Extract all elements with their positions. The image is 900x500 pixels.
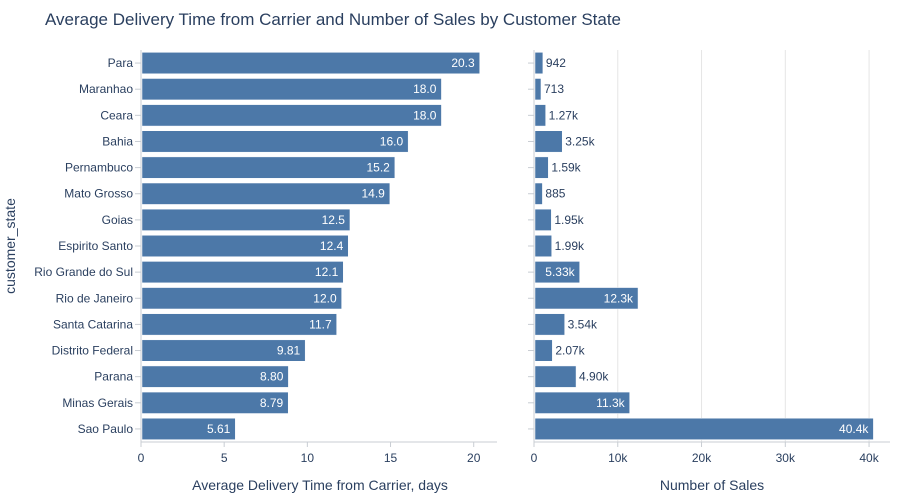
bar <box>141 208 351 231</box>
bar <box>534 104 546 127</box>
data-label: 16.0 <box>380 134 404 148</box>
bar <box>534 52 544 75</box>
bar <box>534 417 874 440</box>
data-label: 12.4 <box>320 239 344 253</box>
x-tick-label: 5 <box>221 451 228 465</box>
bar <box>534 208 552 231</box>
data-label: 12.0 <box>313 291 337 305</box>
data-label: 3.25k <box>565 134 595 148</box>
y-axis-title: customer_state <box>2 198 18 294</box>
bar <box>141 52 480 75</box>
category-label: Maranhao <box>79 82 133 96</box>
data-label: 1.95k <box>554 213 584 227</box>
bar <box>141 365 289 388</box>
data-label: 15.2 <box>367 161 391 175</box>
category-label: Bahia <box>102 134 133 148</box>
bar <box>534 130 563 153</box>
delivery-time-panel: Para Maranhao Ceara Bahia Pernambuco Mato Gro… <box>34 50 497 493</box>
x-tick-label: 0 <box>138 451 145 465</box>
category-label: Rio Grande do Sul <box>34 265 133 279</box>
bar <box>141 104 442 127</box>
data-label: 12.3k <box>604 291 634 305</box>
data-label: 8.79 <box>260 396 284 410</box>
category-label: Pernambuco <box>65 161 133 175</box>
bar <box>534 339 553 362</box>
bar <box>141 313 337 336</box>
bar <box>534 235 552 257</box>
category-label: Goias <box>102 213 133 227</box>
data-label: 5.61 <box>207 422 231 436</box>
x-tick-label: 0 <box>531 451 538 465</box>
data-label: 40.4k <box>839 422 869 436</box>
x-axis-title: Number of Sales <box>660 477 764 493</box>
data-label: 942 <box>546 56 566 70</box>
data-label: 1.59k <box>551 161 581 175</box>
data-label: 5.33k <box>545 265 575 279</box>
data-label: 12.5 <box>322 213 346 227</box>
bar <box>534 391 630 414</box>
x-tick-label: 20 <box>467 451 481 465</box>
bar <box>534 182 543 205</box>
category-label: Distrito Federal <box>52 344 133 358</box>
data-label: 18.0 <box>413 108 437 122</box>
bar <box>534 156 549 179</box>
x-tick-label: 40k <box>859 451 879 465</box>
data-label: 1.27k <box>549 108 579 122</box>
data-label: 2.07k <box>555 344 585 358</box>
data-label: 11.3k <box>596 396 625 410</box>
category-label: Para <box>108 56 134 70</box>
bar <box>534 313 565 336</box>
data-label: 885 <box>545 187 565 201</box>
x-tick-label: 10 <box>301 451 315 465</box>
bar <box>141 391 289 414</box>
bar <box>141 182 391 205</box>
data-label: 18.0 <box>413 82 437 96</box>
bar <box>141 235 349 257</box>
x-axis-title: Average Delivery Time from Carrier, days <box>192 477 448 493</box>
x-tick-label: 30k <box>776 451 796 465</box>
x-tick-label: 20k <box>692 451 712 465</box>
data-label: 3.54k <box>568 317 598 331</box>
data-label: 1.99k <box>555 239 585 253</box>
bar <box>141 156 396 179</box>
bar <box>141 130 409 153</box>
data-label: 20.3 <box>451 56 475 70</box>
bar <box>534 261 580 284</box>
data-label: 12.1 <box>315 265 339 279</box>
data-label: 8.80 <box>260 370 284 384</box>
x-tick-label: 15 <box>384 451 398 465</box>
category-label: Mato Grosso <box>64 187 133 201</box>
category-label: Ceara <box>100 108 133 122</box>
category-label: Sao Paulo <box>78 422 134 436</box>
x-tick-label: 10k <box>608 451 628 465</box>
bar <box>141 339 306 362</box>
category-label: Minas Gerais <box>62 396 133 410</box>
category-label: Rio de Janeiro <box>56 291 134 305</box>
bar <box>141 78 442 101</box>
data-label: 9.81 <box>277 344 301 358</box>
data-label: 11.7 <box>309 317 332 331</box>
category-label: Santa Catarina <box>53 317 133 331</box>
data-label: 14.9 <box>362 187 386 201</box>
bar <box>141 417 236 440</box>
bar <box>534 365 577 388</box>
category-label: Parana <box>94 370 133 384</box>
bar <box>141 287 342 310</box>
data-label: 4.90k <box>579 370 609 384</box>
bar <box>534 287 639 310</box>
category-label: Espirito Santo <box>58 239 133 253</box>
sales-count-panel: 0 10k 20k 30k 40k Number of Sales 942 713 1.27k 3… <box>528 50 890 493</box>
bar <box>141 261 344 284</box>
data-label: 713 <box>544 82 564 96</box>
chart-title: Average Delivery Time from Carrier and N… <box>45 10 621 29</box>
bar <box>534 78 542 101</box>
